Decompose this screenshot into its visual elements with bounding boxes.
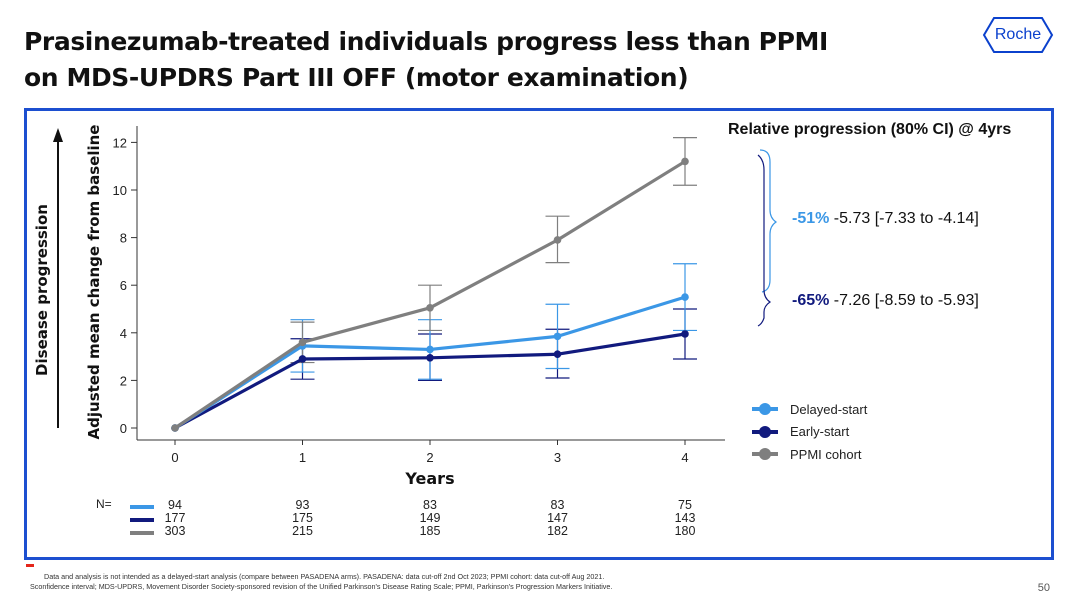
data-point-delayed-start <box>681 293 689 301</box>
y-tick-label: 2 <box>120 373 127 388</box>
legend-item-ppmi: PPMI cohort <box>752 443 867 466</box>
relative-delayed: -51% -5.73 [-7.33 to -4.14] <box>792 210 979 228</box>
legend-swatch-delayed <box>752 403 778 416</box>
xlabel: Years <box>404 469 454 488</box>
relative-delayed-pct: -51% <box>792 210 830 227</box>
y-tick-label: 12 <box>113 135 127 150</box>
y-tick-label: 4 <box>120 326 127 341</box>
n-count-value: 175 <box>292 511 313 525</box>
n-count-value: 215 <box>292 524 313 538</box>
relative-early: -65% -7.26 [-8.59 to -5.93] <box>792 292 979 310</box>
legend-swatch-ppmi <box>752 448 778 461</box>
n-swatch <box>130 505 154 509</box>
legend-label-early: Early-start <box>790 424 850 440</box>
relative-early-pct: -65% <box>792 292 830 309</box>
n-count-value: 149 <box>419 511 441 525</box>
x-tick-label: 3 <box>554 450 561 465</box>
page-number: 50 <box>1037 582 1050 594</box>
ylabel: Adjusted mean change from baseline <box>85 125 103 440</box>
title-line-2: on MDS-UPDRS Part III OFF (motor examina… <box>24 63 689 92</box>
title-line-1: Prasinezumab-treated individuals progres… <box>24 27 828 56</box>
legend-item-early: Early-start <box>752 421 867 444</box>
relative-delayed-value: -5.73 [-7.33 to -4.14] <box>829 210 979 227</box>
data-point-ppmi-cohort <box>681 157 689 166</box>
hexagon-icon <box>982 17 1054 53</box>
x-tick-label: 4 <box>681 450 688 465</box>
y-tick-label: 8 <box>120 231 127 246</box>
n-count-value: 94 <box>168 498 182 512</box>
n-count-value: 83 <box>423 498 437 512</box>
logo-text: Roche <box>994 26 1042 43</box>
n-count-value: 185 <box>419 524 441 538</box>
chart-panel <box>24 108 1054 560</box>
y-tick-label: 0 <box>120 421 127 436</box>
red-mark <box>26 564 34 567</box>
data-point-delayed-start <box>426 345 434 354</box>
data-point-ppmi-cohort <box>426 304 434 312</box>
n-count-value: 303 <box>164 524 186 538</box>
legend-swatch-early <box>752 425 778 438</box>
data-point-ppmi-cohort <box>171 424 179 432</box>
footnote-1: Data and analysis is not intended as a d… <box>44 572 605 581</box>
data-point-ppmi-cohort <box>553 236 562 244</box>
data-point-delayed-start <box>553 332 562 341</box>
data-point-early-start <box>681 330 689 338</box>
n-swatch <box>130 531 154 535</box>
n-count-value: 177 <box>164 511 186 525</box>
data-point-early-start <box>553 350 562 359</box>
legend-label-delayed: Delayed-start <box>790 401 868 417</box>
outer-ylabel: Disease progression <box>33 204 51 376</box>
n-count-value: 75 <box>678 498 692 512</box>
chart-legend: Delayed-start Early-start PPMI cohort <box>752 398 867 466</box>
relative-early-value: -7.26 [-8.59 to -5.93] <box>829 292 979 309</box>
y-tick-label: 10 <box>113 183 127 198</box>
roche-logo: Roche <box>982 16 1054 54</box>
data-point-early-start <box>298 355 307 363</box>
bracket-delayed <box>759 149 778 293</box>
legend-label-ppmi: PPMI cohort <box>790 446 862 462</box>
n-count-value: 147 <box>547 511 568 525</box>
data-point-ppmi-cohort <box>298 338 307 347</box>
n-count-value: 180 <box>674 524 696 538</box>
progression-arrow-head <box>53 128 63 142</box>
x-tick-label: 0 <box>171 450 178 465</box>
data-point-early-start <box>426 353 434 362</box>
page-title: Prasinezumab-treated individuals progres… <box>24 24 944 96</box>
y-tick-label: 6 <box>120 278 127 293</box>
x-tick-label: 1 <box>299 450 306 465</box>
relative-progression-title: Relative progression (80% CI) @ 4yrs <box>728 121 1012 138</box>
footnote-2: Sconfidence interval; MDS-UPDRS, Movemen… <box>30 582 613 591</box>
n-count-value: 182 <box>547 524 568 538</box>
n-label: N= <box>96 497 112 511</box>
n-count-value: 83 <box>550 498 565 512</box>
bracket-early <box>757 154 772 327</box>
legend-item-delayed: Delayed-start <box>752 398 867 421</box>
n-count-value: 143 <box>674 511 696 525</box>
x-tick-label: 2 <box>426 450 433 465</box>
n-count-value: 93 <box>295 498 310 512</box>
n-swatch <box>130 518 154 522</box>
